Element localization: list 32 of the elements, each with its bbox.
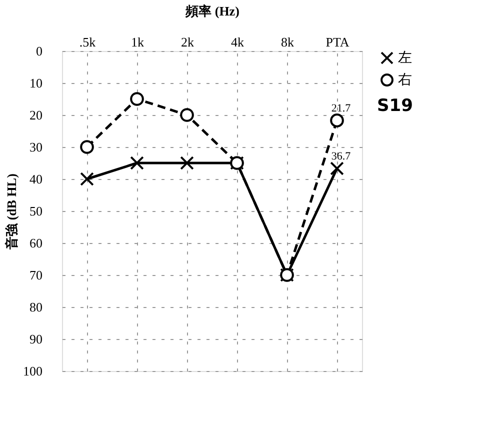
- x-tick-label: 4k: [231, 34, 244, 50]
- data-label: 36.7: [331, 150, 352, 162]
- x-tick-label: .5k: [79, 34, 96, 50]
- y-tick-label: 70: [30, 268, 42, 282]
- x-tick-label: 1k: [131, 34, 144, 50]
- y-tick-label: 10: [30, 76, 42, 90]
- y-tick-label: 90: [30, 332, 42, 346]
- y-tick-label: 50: [30, 204, 42, 218]
- y-tick-label: 30: [30, 140, 42, 154]
- x-axis-title: 頻率 (Hz): [184, 4, 240, 18]
- text: S19: [377, 96, 413, 116]
- point: [130, 156, 144, 170]
- legend-label: 左: [398, 50, 412, 66]
- y-tick-label: 20: [30, 108, 42, 122]
- x-tick-label: 8k: [281, 34, 294, 50]
- point: [80, 172, 94, 186]
- y-tick-label: 60: [30, 236, 42, 250]
- x-tick-label: 2k: [181, 34, 194, 50]
- point: [80, 140, 94, 154]
- point: [180, 108, 194, 122]
- y-axis-title: 音強 (dB HL): [4, 174, 19, 250]
- y-tick-label: 100: [23, 364, 42, 378]
- point: [180, 156, 194, 170]
- point: [330, 114, 344, 128]
- data-label: 21.7: [331, 102, 352, 114]
- point: [130, 92, 144, 106]
- x-tick-label: PTA: [326, 34, 350, 50]
- y-tick-label: 80: [30, 300, 42, 314]
- legend-label: 右: [398, 72, 412, 88]
- y-tick-label: 40: [30, 172, 42, 186]
- point: [330, 162, 344, 176]
- y-tick-label: 0: [36, 44, 42, 58]
